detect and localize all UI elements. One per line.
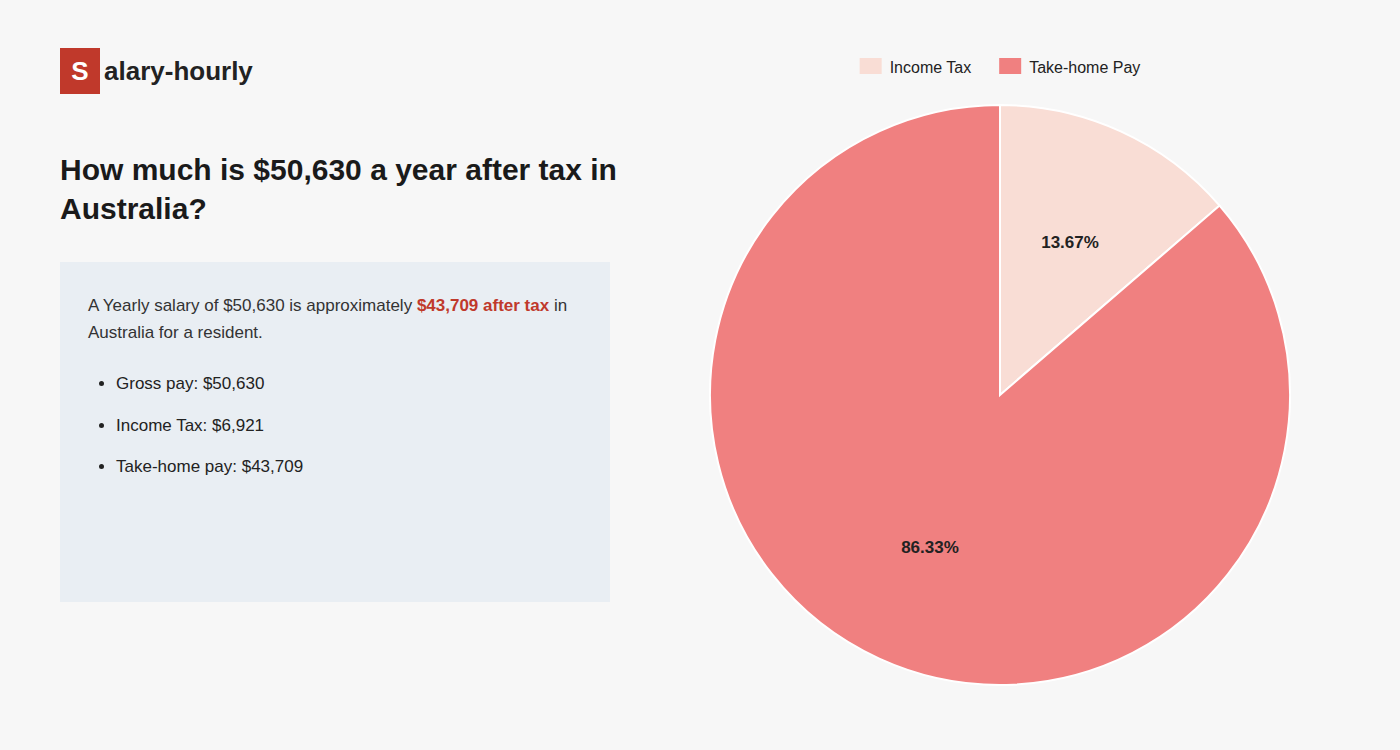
pie-chart: 13.67% 86.33% Income Tax Take-home Pay (630, 0, 1400, 750)
legend-swatch (860, 58, 882, 74)
legend-item: Income Tax (860, 58, 972, 76)
info-text-part: Australia for a resident. (88, 323, 263, 342)
text-panel: Salary-hourly How much is $50,630 a year … (0, 0, 630, 750)
info-text-part: A Yearly salary of $50,630 is approximat… (88, 296, 417, 315)
logo-text: alary-hourly (104, 56, 253, 87)
legend-item: Take-home Pay (999, 58, 1140, 76)
logo-mark: S (60, 48, 100, 94)
info-box: A Yearly salary of $50,630 is approximat… (60, 262, 610, 602)
bullet-list: Gross pay: $50,630 Income Tax: $6,921 Take… (88, 370, 582, 480)
bullet-item: Income Tax: $6,921 (116, 412, 582, 439)
data-label: 86.33% (901, 538, 959, 557)
slices (710, 105, 1290, 685)
slice-labels: 13.67% 86.33% (901, 233, 1099, 558)
data-label: 13.67% (1041, 233, 1099, 252)
title: How much is $50,630 a year after tax in … (60, 150, 620, 228)
legend: Income Tax Take-home Pay (860, 58, 1141, 76)
highlight: $43,709 after tax (417, 296, 549, 315)
pie-slice (710, 105, 1290, 685)
legend-label: Take-home Pay (1029, 59, 1140, 76)
legend-label: Income Tax (890, 59, 972, 76)
bullet-item: Gross pay: $50,630 (116, 370, 582, 397)
legend-swatch (999, 58, 1021, 74)
info-text: A Yearly salary of $50,630 is approximat… (88, 292, 582, 346)
logo: Salary-hourly (60, 48, 253, 94)
bullet-item: Take-home pay: $43,709 (116, 453, 582, 480)
info-text-part: in (549, 296, 567, 315)
